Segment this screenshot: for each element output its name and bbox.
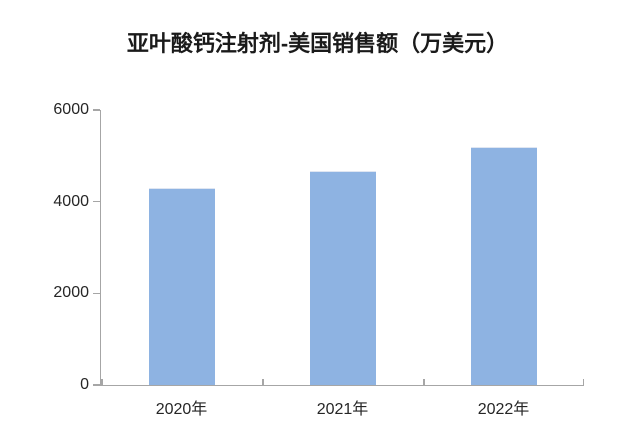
y-axis-tick bbox=[92, 384, 100, 386]
y-axis-tick-label: 4000 bbox=[53, 192, 89, 210]
x-axis-label: 2020年 bbox=[155, 401, 208, 418]
plot-area: 0 2000 4000 6000 2020年 2021年 2022年 bbox=[53, 101, 584, 418]
x-axis-label: 2021年 bbox=[316, 401, 369, 418]
y-axis-tick-label: 0 bbox=[80, 376, 89, 393]
y-axis-tick bbox=[92, 200, 100, 203]
x-axis-tick bbox=[582, 379, 584, 385]
bar-2020年 bbox=[148, 188, 215, 385]
chart-title: 亚叶酸钙注射剂-美国销售额（万美元） bbox=[126, 31, 509, 56]
x-axis-tick bbox=[101, 379, 103, 385]
bar-2021年 bbox=[309, 170, 376, 385]
y-axis-tick-label: 2000 bbox=[53, 284, 89, 302]
x-axis-tick bbox=[262, 379, 264, 385]
y-axis-tick bbox=[92, 109, 100, 111]
x-axis-tick bbox=[423, 379, 425, 385]
y-axis-tick bbox=[92, 292, 100, 295]
bar-2022年 bbox=[470, 147, 537, 385]
x-axis-label: 2022年 bbox=[477, 401, 530, 418]
y-axis-tick-label: 6000 bbox=[53, 101, 89, 118]
